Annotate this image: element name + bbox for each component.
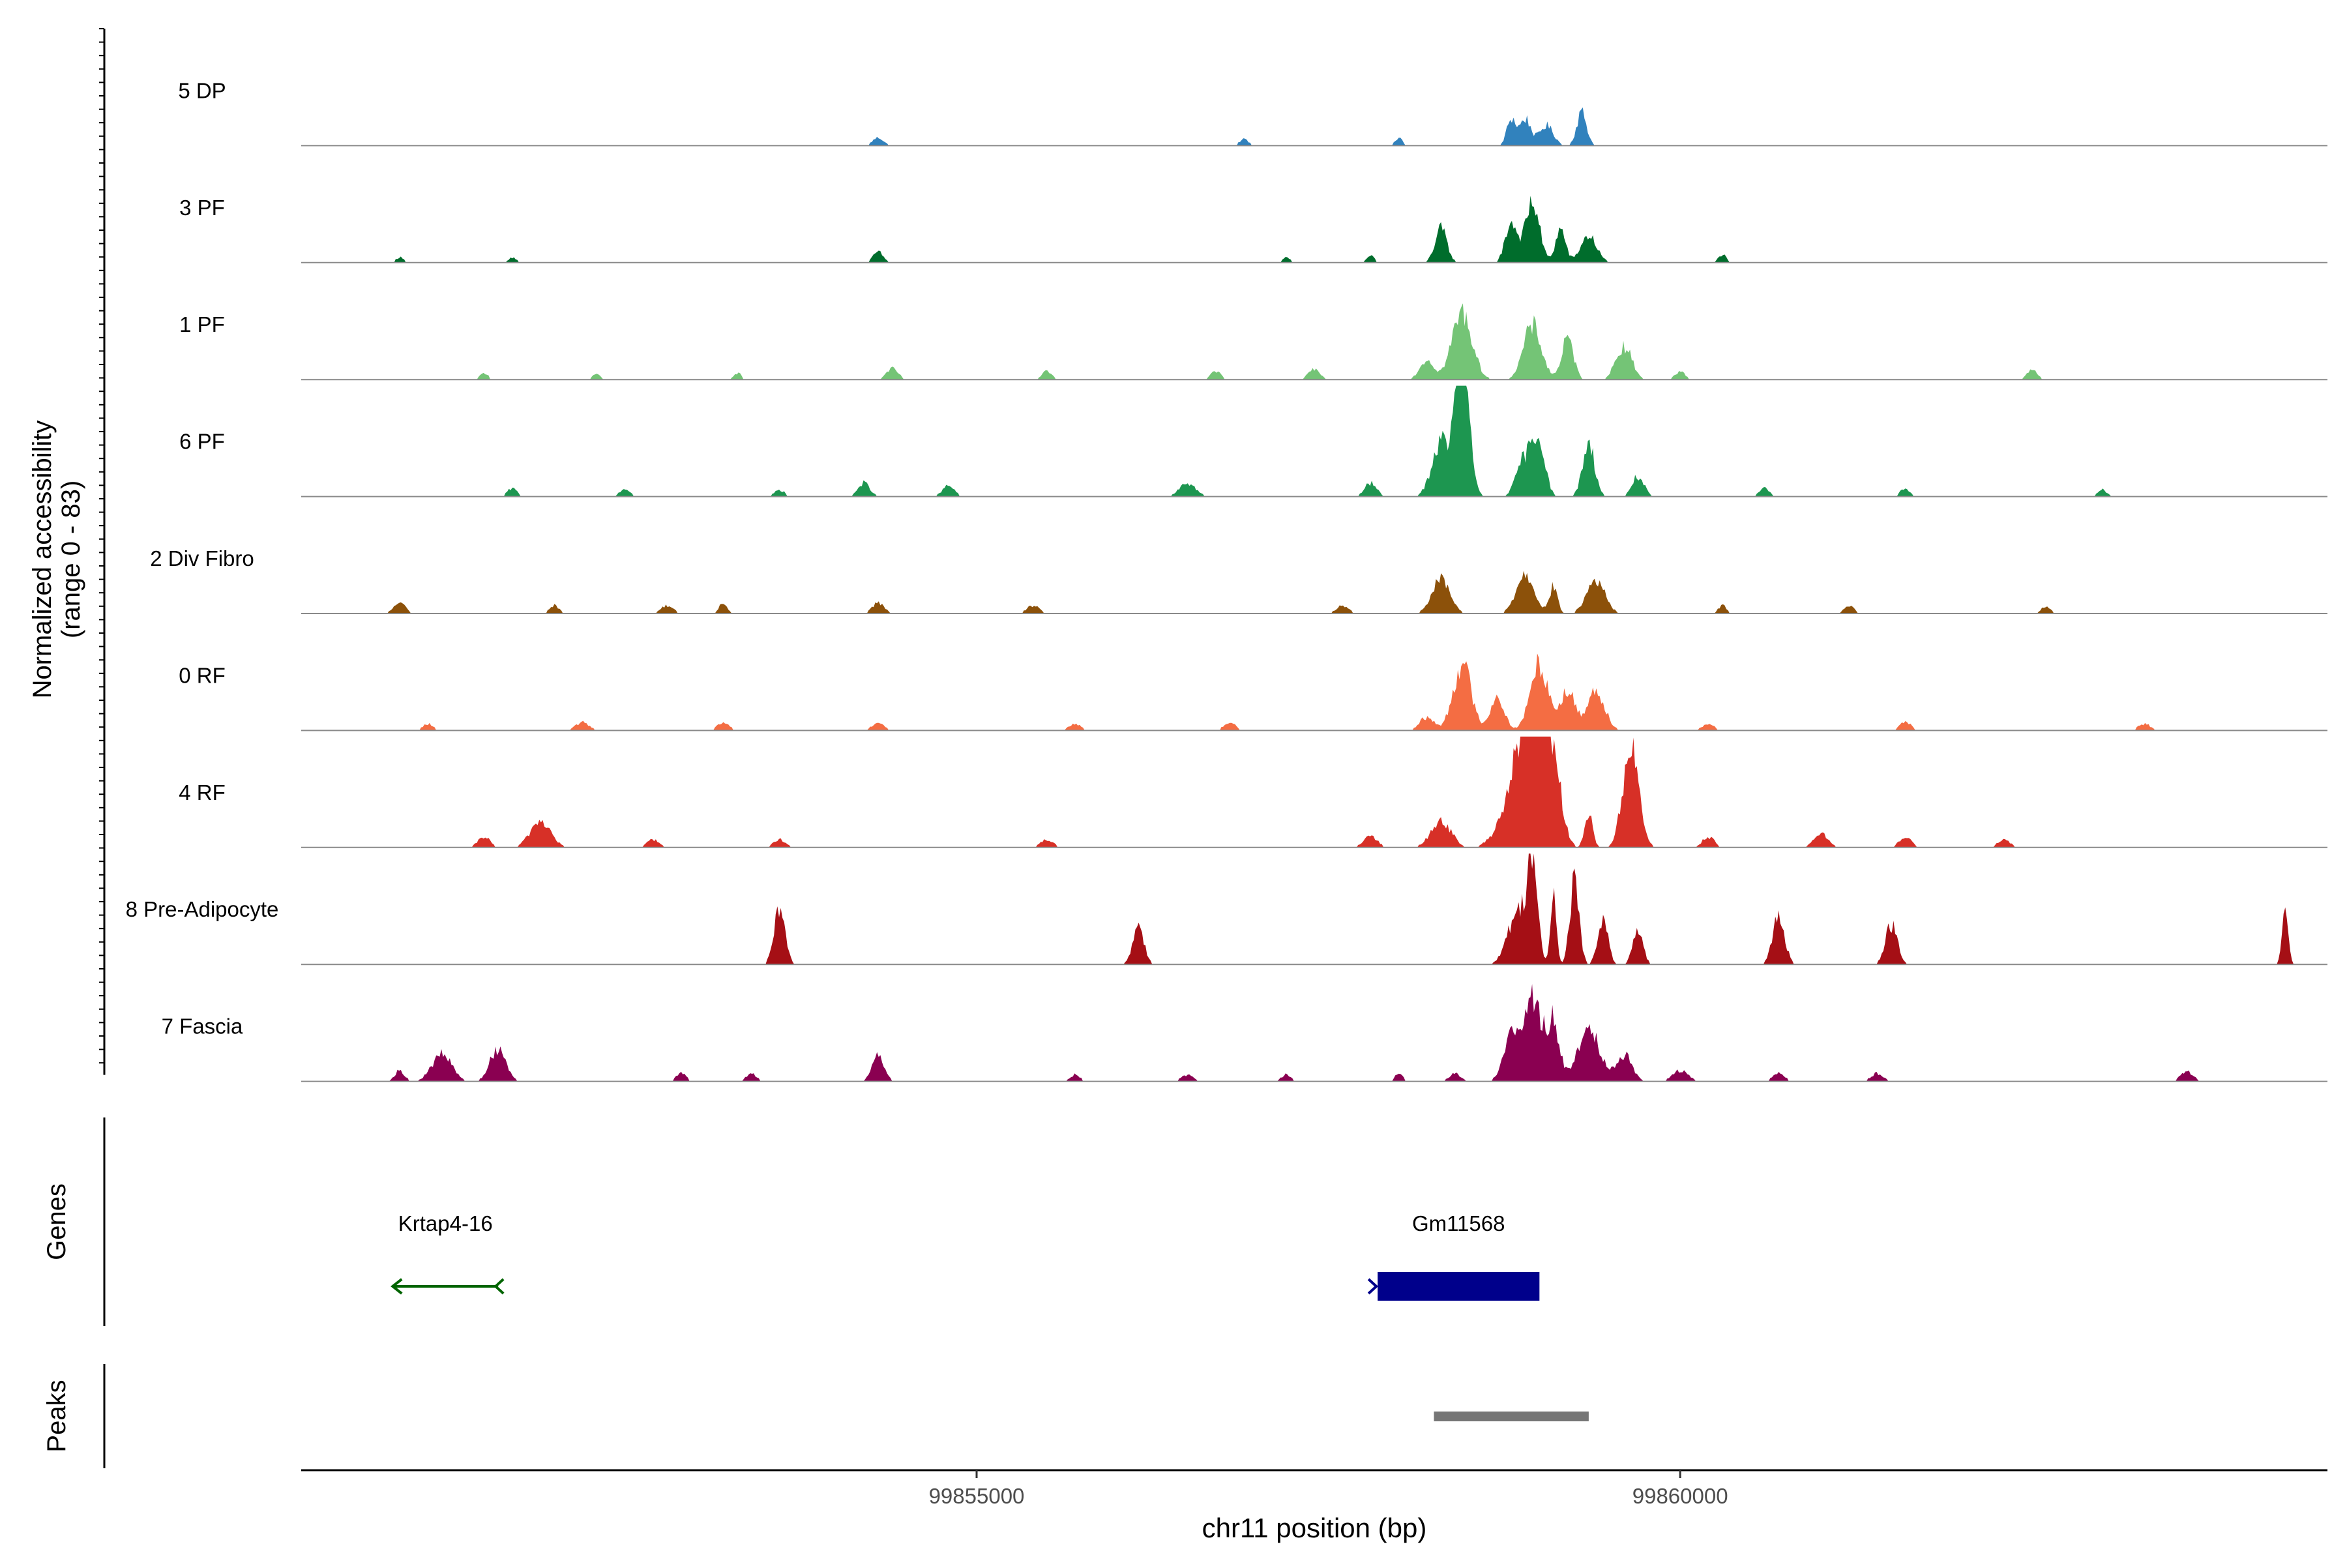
x-axis: chr11 position (bp) 99855000 99860000 xyxy=(301,1469,2327,1543)
coverage-area-8 xyxy=(301,853,2327,965)
track-label: 5 DP xyxy=(178,78,226,102)
track-label: 0 RF xyxy=(179,663,226,687)
gene-strand-arrow xyxy=(391,1278,403,1295)
gene-strand-arrow xyxy=(1367,1278,1379,1295)
coverage-track: 1 PF xyxy=(179,303,2327,381)
coverage-track: 3 PF xyxy=(179,196,2327,263)
coverage-track: 8 Pre-Adipocyte xyxy=(126,853,2327,966)
gene-gm11568: Gm11568 xyxy=(1367,1211,1540,1301)
coverage-area-4 xyxy=(301,385,2327,497)
genes-track: Genes Krtap4-16 Gm11568 xyxy=(42,1117,1540,1326)
coverage-track: 2 Div Fibro xyxy=(150,546,2327,614)
track-label: 3 PF xyxy=(179,196,225,220)
peaks-track-label: Peaks xyxy=(42,1380,71,1452)
gene-label: Gm11568 xyxy=(1412,1211,1505,1235)
coverage-track: 4 RF xyxy=(179,736,2327,848)
track-label: 4 RF xyxy=(179,780,226,805)
x-tick-label: 99855000 xyxy=(929,1484,1025,1508)
track-label: 2 Div Fibro xyxy=(150,546,254,570)
coverage-tracks: 5 DP 3 PF 1 PF 6 PF 2 Div Fibro 0 RF 4 RF 8 Pre… xyxy=(126,78,2327,1082)
gene-strand-arrow xyxy=(494,1278,505,1295)
coverage-track: 5 DP xyxy=(178,78,2327,147)
coverage-track: 0 RF xyxy=(179,653,2327,732)
track-label: 6 PF xyxy=(179,430,225,454)
y-axis-label: Normalized accessibility (range 0 - 83) xyxy=(28,421,85,699)
coverage-area-9 xyxy=(301,984,2327,1082)
track-label: 7 Fascia xyxy=(162,1014,243,1039)
y-axis-title-line1: Normalized accessibility xyxy=(28,421,57,699)
coverage-track: 6 PF xyxy=(179,385,2327,497)
coverage-area-2 xyxy=(301,196,2327,263)
coverage-track: 7 Fascia xyxy=(162,984,2327,1082)
coverage-area-6 xyxy=(301,653,2327,731)
gene-krtap4-16: Krtap4-16 xyxy=(391,1211,505,1295)
x-axis-title: chr11 position (bp) xyxy=(1202,1513,1427,1543)
peak-region xyxy=(1434,1412,1589,1421)
coverage-area-7 xyxy=(301,736,2327,848)
gene-exon xyxy=(1378,1272,1540,1301)
coverage-area-5 xyxy=(301,570,2327,614)
genes-track-label: Genes xyxy=(42,1183,71,1260)
track-label: 1 PF xyxy=(179,312,225,336)
gene-label: Krtap4-16 xyxy=(398,1211,493,1235)
coverage-area-1 xyxy=(301,107,2327,146)
peaks-track: Peaks xyxy=(42,1364,1589,1468)
coverage-area-3 xyxy=(301,303,2327,380)
y-axis-title-line2: (range 0 - 83) xyxy=(57,481,85,638)
track-label: 8 Pre-Adipocyte xyxy=(126,897,279,921)
x-tick-label: 99860000 xyxy=(1632,1484,1728,1508)
